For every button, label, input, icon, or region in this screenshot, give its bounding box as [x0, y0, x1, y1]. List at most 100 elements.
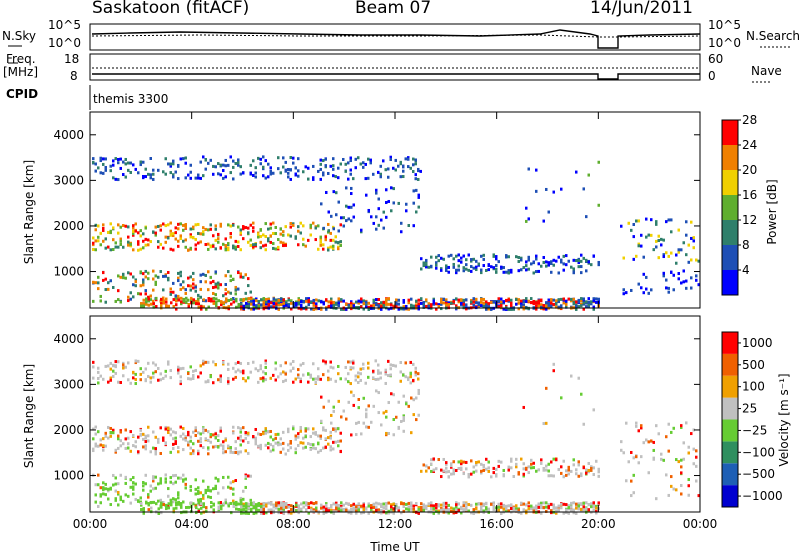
range-cell	[399, 175, 402, 179]
range-cell	[402, 509, 405, 513]
range-cell	[485, 305, 488, 309]
range-cell	[205, 307, 208, 311]
range-cell	[234, 239, 237, 243]
range-cell	[94, 239, 97, 243]
range-cell	[237, 450, 240, 454]
range-cell	[192, 282, 195, 286]
range-cell	[437, 503, 440, 507]
range-cell	[385, 201, 388, 205]
range-cell	[127, 225, 130, 229]
range-cell	[245, 509, 248, 513]
range-cell	[304, 435, 307, 439]
range-cell	[399, 379, 402, 383]
range-cell	[242, 489, 245, 493]
range-cell	[585, 300, 588, 304]
range-cell	[462, 460, 465, 464]
range-cell	[134, 445, 137, 449]
range-cell	[535, 254, 538, 258]
range-cell	[670, 230, 673, 234]
range-cell	[430, 505, 433, 509]
range-cell	[407, 378, 410, 382]
range-cell	[384, 370, 387, 374]
range-cell	[335, 501, 338, 505]
range-cell	[420, 267, 423, 271]
range-cell	[527, 258, 530, 262]
range-cell	[180, 296, 183, 300]
range-cell	[224, 175, 227, 179]
range-cell	[687, 451, 690, 455]
range-cell	[114, 177, 117, 181]
range-cell	[567, 506, 570, 510]
range-cell	[319, 158, 322, 162]
range-cell	[282, 441, 285, 445]
range-cell	[255, 503, 258, 507]
range-cell	[312, 446, 315, 450]
range-cell	[192, 298, 195, 302]
range-cell	[407, 165, 410, 169]
range-cell	[209, 489, 212, 493]
range-cell	[182, 157, 185, 161]
range-cell	[139, 163, 142, 167]
range-cell	[274, 367, 277, 371]
range-cell	[467, 253, 470, 257]
range-cell	[114, 482, 117, 486]
range-cell	[324, 235, 327, 239]
range-cell	[595, 511, 598, 515]
range-cell	[475, 259, 478, 263]
range-cell	[144, 289, 147, 293]
range-cell	[482, 253, 485, 257]
range-cell	[179, 434, 182, 438]
range-cell	[244, 485, 247, 489]
range-cell	[247, 511, 250, 515]
range-cell	[157, 168, 160, 172]
colorbar-tick-label: 16	[742, 188, 757, 202]
range-cell	[194, 289, 197, 293]
range-cell	[99, 299, 102, 303]
colorbar-tick-label: −1000	[742, 489, 783, 503]
range-cell	[675, 488, 678, 492]
x-tick-label: 12:00	[378, 517, 413, 531]
range-cell	[184, 223, 187, 227]
range-cell	[329, 245, 332, 249]
range-cell	[352, 403, 355, 407]
range-cell	[315, 508, 318, 512]
range-cell	[417, 377, 420, 381]
range-cell	[402, 416, 405, 420]
range-cell	[149, 380, 152, 384]
range-cell	[182, 473, 185, 477]
range-cell	[142, 246, 145, 250]
range-cell	[445, 267, 448, 271]
range-cell	[695, 258, 698, 262]
range-cell	[224, 244, 227, 248]
range-cell	[159, 498, 162, 502]
range-cell	[675, 253, 678, 257]
range-cell	[495, 467, 498, 471]
range-cell	[680, 425, 683, 429]
range-cell	[189, 435, 192, 439]
range-cell	[690, 276, 693, 280]
range-cell	[387, 199, 390, 203]
range-cell	[512, 506, 515, 510]
range-cell	[174, 431, 177, 435]
range-cell	[209, 495, 212, 499]
noise-panel-frame	[89, 23, 701, 51]
range-cell	[314, 238, 317, 242]
range-cell	[232, 223, 235, 227]
range-cell	[525, 466, 528, 470]
range-cell	[279, 240, 282, 244]
range-cell	[537, 301, 540, 305]
range-cell	[357, 508, 360, 512]
range-cell	[477, 262, 480, 266]
range-cell	[172, 175, 175, 179]
range-cell	[480, 502, 483, 506]
range-cell	[154, 451, 157, 455]
range-cell	[662, 274, 665, 278]
range-cell	[277, 298, 280, 302]
range-cell	[242, 371, 245, 375]
range-cell	[667, 218, 670, 222]
range-cell	[257, 432, 260, 436]
range-cell	[675, 458, 678, 462]
range-cell	[260, 298, 263, 302]
range-cell	[475, 268, 478, 272]
range-cell	[410, 431, 413, 435]
